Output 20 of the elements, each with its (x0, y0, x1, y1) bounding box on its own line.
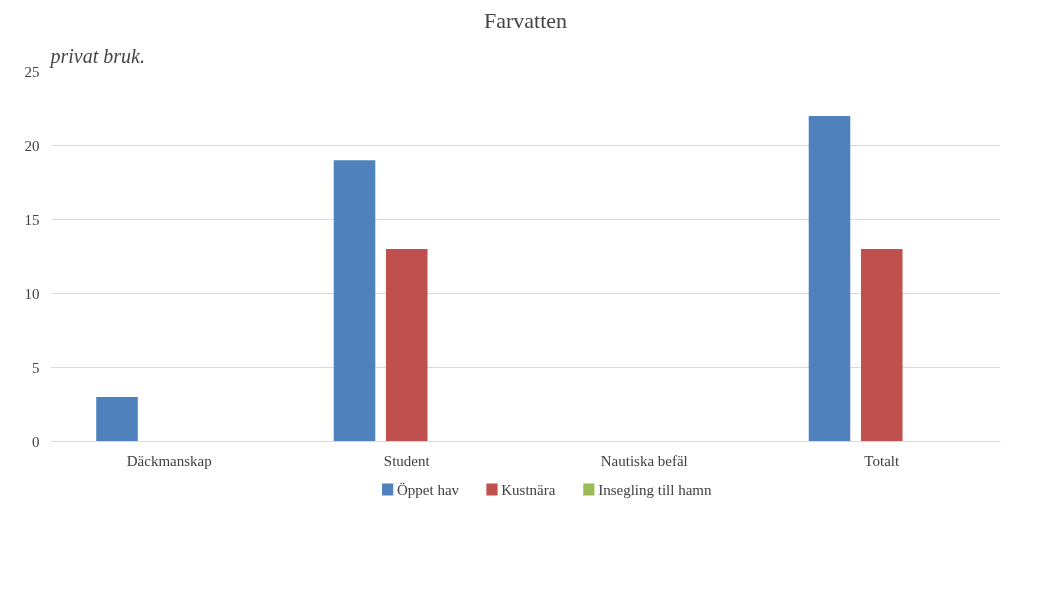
y-tick-label: 25 (24, 63, 40, 80)
legend-label: Insegling till hamn (598, 481, 712, 498)
text: privat bruk. (48, 44, 145, 68)
bar (96, 397, 138, 442)
x-tick-label: Däckmanskap (126, 452, 212, 469)
x-tick-label: Totalt (864, 452, 900, 469)
y-tick-label: 5 (32, 359, 40, 376)
x-tick-label: Student (383, 452, 431, 469)
y-tick-label: 0 (32, 433, 40, 450)
bar (333, 160, 376, 442)
bar (860, 249, 903, 442)
bar (385, 249, 428, 442)
x-tick-label: Nautiska befäl (600, 452, 688, 469)
chart-title: Farvatten (483, 7, 568, 33)
y-tick-label: 10 (24, 285, 40, 302)
legend-label: Kustnära (501, 481, 556, 498)
legend-label: Öppet hav (396, 481, 460, 498)
y-tick-label: 20 (24, 137, 40, 154)
y-tick-label: 15 (24, 211, 40, 228)
bar (808, 115, 851, 442)
